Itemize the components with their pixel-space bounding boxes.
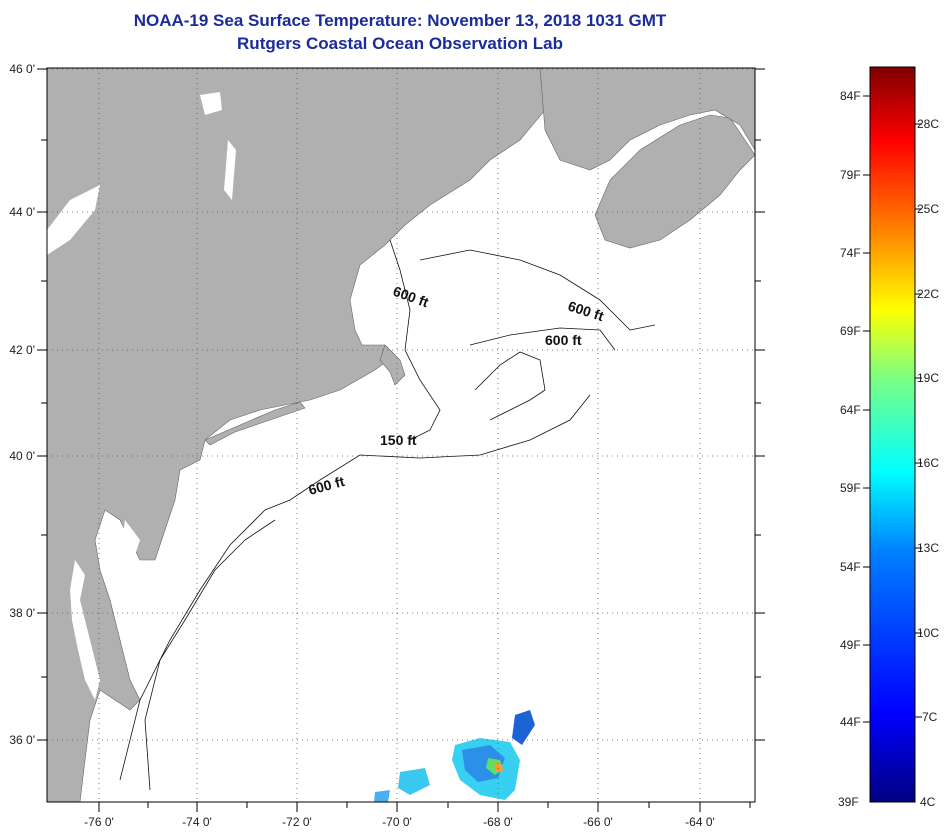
land-long-island — [204, 401, 306, 446]
lat-tick-label: 44 0' — [9, 205, 35, 219]
colorbar-c-label: 7C — [922, 710, 938, 724]
map-area — [47, 68, 755, 802]
colorbar-f-label: 69F — [840, 324, 861, 338]
lat-tick-label: 46 0' — [9, 62, 35, 76]
lon-tick-label: -64 0' — [685, 815, 715, 829]
colorbar-c-label: 4C — [920, 795, 936, 809]
lon-tick-label: -76 0' — [84, 815, 114, 829]
land-maritimes — [539, 68, 755, 171]
contour-label: 150 ft — [380, 432, 417, 448]
lon-tick-label: -70 0' — [382, 815, 412, 829]
colorbar-f-label: 59F — [840, 481, 861, 495]
lon-tick-label: -68 0' — [483, 815, 513, 829]
lake-ontario — [47, 185, 100, 255]
land-nova-scotia — [594, 114, 755, 249]
axis-ticks — [37, 68, 765, 812]
colorbar-f-label: 64F — [840, 403, 861, 417]
map-frame — [46, 67, 756, 803]
colorbar-c-label: 10C — [917, 626, 939, 640]
sst-patch — [374, 710, 535, 802]
lake-champlain — [224, 140, 236, 200]
colorbar — [869, 66, 916, 803]
colorbar-c-label: 28C — [917, 117, 939, 131]
colorbar-f-label: 54F — [840, 560, 861, 574]
chesapeake-bay — [70, 560, 100, 700]
lat-tick-label: 42 0' — [9, 343, 35, 357]
land-cape-cod — [379, 344, 406, 386]
colorbar-c-label: 19C — [917, 371, 939, 385]
delaware-bay — [122, 520, 140, 555]
colorbar-f-label: 49F — [840, 638, 861, 652]
colorbar-c-label: 16C — [917, 456, 939, 470]
grid-lines — [47, 68, 755, 802]
depth-contours — [119, 239, 656, 791]
lat-tick-label: 38 0' — [9, 606, 35, 620]
colorbar-f-label: 74F — [840, 246, 861, 260]
colorbar-f-label: 84F — [840, 89, 861, 103]
colorbar-ticks — [863, 95, 922, 723]
colorbar-c-label: 13C — [917, 541, 939, 555]
land-us-mainland — [47, 68, 546, 802]
lat-tick-label: 36 0' — [9, 733, 35, 747]
colorbar-c-label: 22C — [917, 287, 939, 301]
lat-tick-label: 40 0' — [9, 449, 35, 463]
colorbar-f-label: 39F — [838, 795, 859, 809]
lake — [200, 92, 222, 115]
colorbar-f-label: 79F — [840, 168, 861, 182]
lon-tick-label: -72 0' — [282, 815, 312, 829]
lon-tick-label: -74 0' — [182, 815, 212, 829]
map-subtitle: Rutgers Coastal Ocean Observation Lab — [237, 34, 563, 53]
contour-label: 600 ft — [545, 332, 582, 348]
lon-tick-label: -66 0' — [583, 815, 613, 829]
colorbar-f-label: 44F — [840, 715, 861, 729]
map-title: NOAA-19 Sea Surface Temperature: Novembe… — [133, 11, 667, 30]
colorbar-c-label: 25C — [917, 202, 939, 216]
